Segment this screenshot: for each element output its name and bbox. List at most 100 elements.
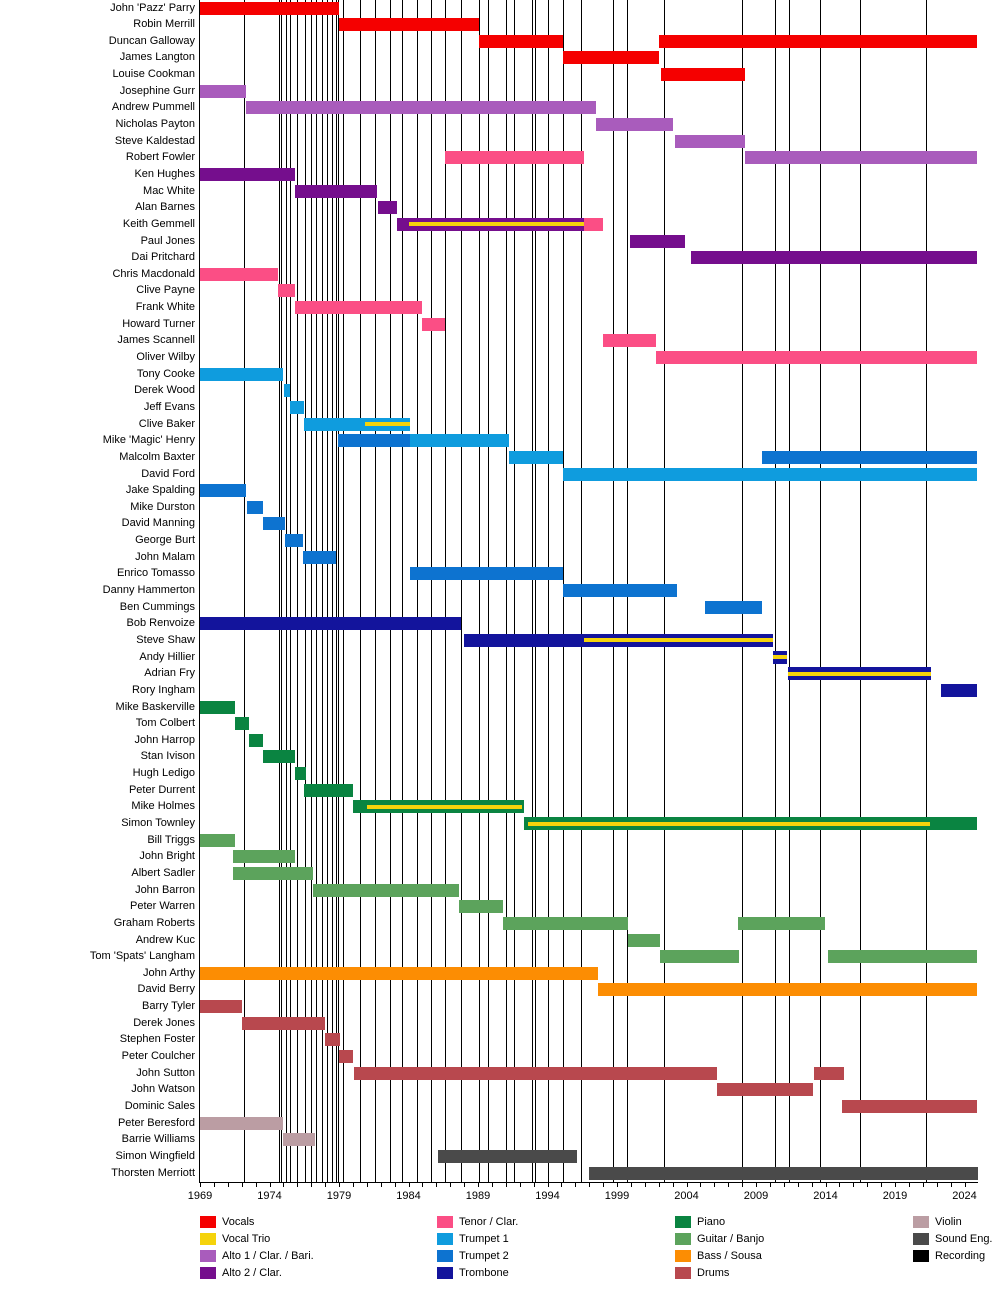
- timeline-bar-guitar: [737, 916, 826, 930]
- recording-line: [506, 0, 507, 1182]
- legend-label-trombone: Trombone: [459, 1266, 509, 1279]
- timeline-bar-drums: [339, 1050, 353, 1063]
- row-label: Louise Cookman: [112, 68, 195, 81]
- recording-line: [279, 0, 280, 1182]
- timeline-bar-alto1: [200, 84, 246, 98]
- timeline-bar-guitar: [312, 883, 459, 897]
- recording-line: [775, 0, 776, 1182]
- legend-swatch-sound: [913, 1233, 929, 1245]
- legend-swatch-trumpet2: [437, 1250, 453, 1262]
- timeline-bar-guitar: [458, 900, 503, 914]
- timeline-bar-violin: [283, 1133, 316, 1147]
- axis-year-label: 1989: [465, 1190, 491, 1202]
- timeline-bar-piano: [294, 767, 306, 781]
- timeline-bar-guitar: [200, 833, 235, 847]
- timeline-bar-tenor: [444, 151, 584, 165]
- axis-tick: [297, 1183, 298, 1187]
- row-label: John Bright: [139, 850, 195, 863]
- timeline-bar-tenor: [422, 317, 445, 331]
- recording-line: [375, 0, 376, 1182]
- timeline-bar-trombone: [940, 683, 977, 697]
- row-label: Dominic Sales: [124, 1099, 195, 1112]
- row-label: Albert Sadler: [131, 866, 195, 879]
- recording-line: [332, 0, 333, 1182]
- row-label: Frank White: [135, 301, 195, 314]
- axis-tick: [200, 1183, 201, 1187]
- axis-tick: [575, 1183, 576, 1187]
- recording-line: [297, 0, 298, 1182]
- row-label: Robert Fowler: [125, 151, 195, 164]
- timeline-bar-guitar: [828, 950, 977, 964]
- row-label: Steve Kaldestad: [114, 134, 195, 147]
- axis-tick: [353, 1183, 354, 1187]
- axis-tick: [409, 1183, 410, 1187]
- legend-label-tenor: Tenor / Clar.: [459, 1215, 519, 1228]
- timeline-bar-violin: [200, 1116, 284, 1130]
- row-label: Mike 'Magic' Henry: [102, 434, 195, 447]
- recording-line: [327, 0, 328, 1182]
- recording-line: [390, 0, 391, 1182]
- timeline-bar-drums: [842, 1099, 977, 1113]
- row-label: Danny Hammerton: [102, 584, 195, 596]
- row-label: James Langton: [119, 51, 195, 64]
- row-label: Mike Durston: [130, 500, 195, 513]
- axis-tick: [214, 1183, 215, 1187]
- row-label: Ken Hughes: [134, 167, 195, 180]
- row-label: Tom Colbert: [135, 717, 195, 730]
- recording-line: [336, 0, 337, 1182]
- legend-swatch-alto1: [200, 1250, 216, 1262]
- axis-year-label: 1974: [257, 1190, 282, 1202]
- timeline-bar-trumpet2: [302, 550, 337, 564]
- axis-tick: [853, 1183, 854, 1187]
- row-label: Mike Baskerville: [115, 700, 195, 713]
- row-label: John Barron: [135, 883, 195, 896]
- axis-tick: [228, 1183, 229, 1187]
- axis-tick: [659, 1183, 660, 1187]
- row-label: Keith Gemmell: [122, 217, 195, 230]
- axis-tick: [325, 1183, 326, 1187]
- axis-year-label: 2014: [813, 1190, 838, 1202]
- legend-label-guitar: Guitar / Banjo: [697, 1232, 765, 1245]
- timeline-bar-piano: [200, 700, 235, 714]
- row-label: Hugh Ledigo: [132, 767, 195, 780]
- timeline-bar-trombone: [200, 617, 462, 631]
- timeline-bar-piano: [304, 783, 353, 797]
- legend-label-trio: Vocal Trio: [222, 1232, 271, 1245]
- legend-swatch-trio: [200, 1233, 216, 1245]
- axis-tick: [506, 1183, 507, 1187]
- timeline-bar-trumpet2: [337, 434, 410, 448]
- axis-tick: [520, 1183, 521, 1187]
- recording-line: [343, 0, 344, 1182]
- timeline-bar-drums: [814, 1066, 844, 1080]
- row-label: Peter Coulcher: [121, 1050, 195, 1062]
- row-label: Thorsten Merriott: [111, 1166, 195, 1179]
- vocal-trio-stripe: [772, 655, 787, 660]
- axis-tick: [492, 1183, 493, 1187]
- recording-line: [532, 0, 533, 1182]
- recording-line: [789, 0, 790, 1182]
- axis-tick: [256, 1183, 257, 1187]
- row-label: Oliver Wilby: [136, 351, 195, 363]
- row-label: Alan Barnes: [135, 201, 195, 214]
- legend-label-recording: Recording: [935, 1249, 986, 1262]
- row-label: Derek Jones: [133, 1016, 195, 1029]
- row-label: Andrew Kuc: [135, 933, 195, 946]
- row-label: Tom 'Spats' Langham: [89, 950, 195, 963]
- legend-label-violin: Violin: [935, 1215, 962, 1228]
- axis-tick: [867, 1183, 868, 1187]
- timeline-bar-guitar: [233, 850, 295, 864]
- row-label: Paul Jones: [140, 234, 195, 247]
- axis-tick: [756, 1183, 757, 1187]
- row-label: Andy Hillier: [139, 650, 195, 663]
- timeline-bar-vocals: [562, 51, 659, 65]
- timeline-bar-vocals: [200, 1, 339, 15]
- row-label: Derek Wood: [134, 384, 195, 397]
- timeline-bar-trumpet2: [409, 567, 563, 581]
- recording-line: [360, 0, 361, 1182]
- recording-line: [311, 0, 312, 1182]
- recording-line: [535, 0, 536, 1182]
- recording-line: [338, 0, 339, 1182]
- recording-line: [286, 0, 287, 1182]
- axis-tick: [381, 1183, 382, 1187]
- timeline-bar-sound: [437, 1149, 577, 1163]
